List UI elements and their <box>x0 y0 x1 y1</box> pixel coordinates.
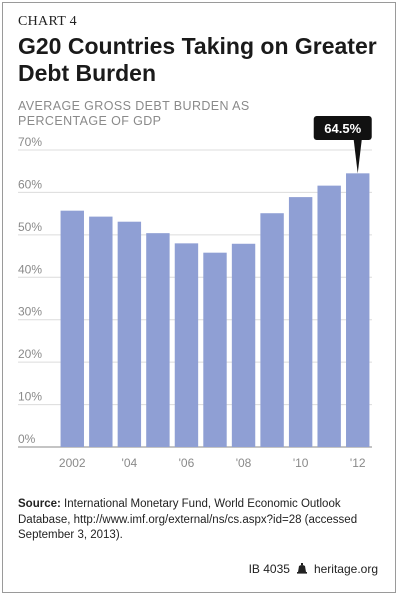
bar-2003 <box>89 216 113 447</box>
bar-2011 <box>317 185 341 447</box>
source-note: Source: International Monetary Fund, Wor… <box>18 497 390 544</box>
y-tick-label: 0% <box>18 432 36 446</box>
bar-2002 <box>60 210 84 447</box>
bar-2012 <box>346 173 370 448</box>
report-id: IB 4035 <box>248 562 290 576</box>
y-tick-label: 10% <box>18 390 42 404</box>
x-tick-label: '10 <box>293 456 309 470</box>
x-tick-label: '12 <box>350 456 366 470</box>
source-text: International Monetary Fund, World Econo… <box>18 498 358 541</box>
bar-2006 <box>174 243 199 447</box>
value-callout: 64.5% <box>313 116 372 174</box>
callout-label: 64.5% <box>324 121 361 136</box>
chart-kicker: CHART 4 <box>18 14 77 29</box>
y-tick-label: 70% <box>18 135 42 149</box>
callout-box <box>313 116 372 140</box>
bar-2007 <box>203 252 227 447</box>
y-tick-label: 30% <box>18 305 42 319</box>
bars <box>60 173 370 448</box>
x-tick-label: 2002 <box>59 456 86 470</box>
bar-2005 <box>146 233 170 447</box>
x-tick-label: '08 <box>236 456 252 470</box>
bar-chart: 0% 10% 20% 30% 40% 50% 60% 70% 2002 '04 '06 '08 '10… <box>18 116 372 470</box>
y-axis-labels: 0% 10% 20% 30% 40% 50% 60% 70% <box>18 135 42 446</box>
source-label: Source: <box>18 498 61 510</box>
bar-2004 <box>117 221 142 447</box>
y-tick-label: 20% <box>18 347 42 361</box>
x-tick-label: '06 <box>179 456 195 470</box>
x-axis-labels: 2002 '04 '06 '08 '10 '12 <box>59 456 366 470</box>
x-tick-label: '04 <box>122 456 138 470</box>
callout-pointer <box>353 140 362 174</box>
bar-2008 <box>231 243 256 447</box>
bar-2010 <box>288 197 313 447</box>
y-tick-label: 60% <box>18 177 42 191</box>
liberty-bell-icon <box>296 563 307 574</box>
chart-title: G20 Countries Taking on Greater Debt Bur… <box>18 33 377 86</box>
y-tick-label: 40% <box>18 262 42 276</box>
chart-subtitle: AVERAGE GROSS DEBT BURDEN AS PERCENTAGE … <box>18 99 250 128</box>
y-tick-label: 50% <box>18 220 42 234</box>
bar-2009 <box>260 213 284 447</box>
site-name: heritage.org <box>313 562 378 576</box>
footer: IB 4035 heritage.org <box>249 562 378 576</box>
